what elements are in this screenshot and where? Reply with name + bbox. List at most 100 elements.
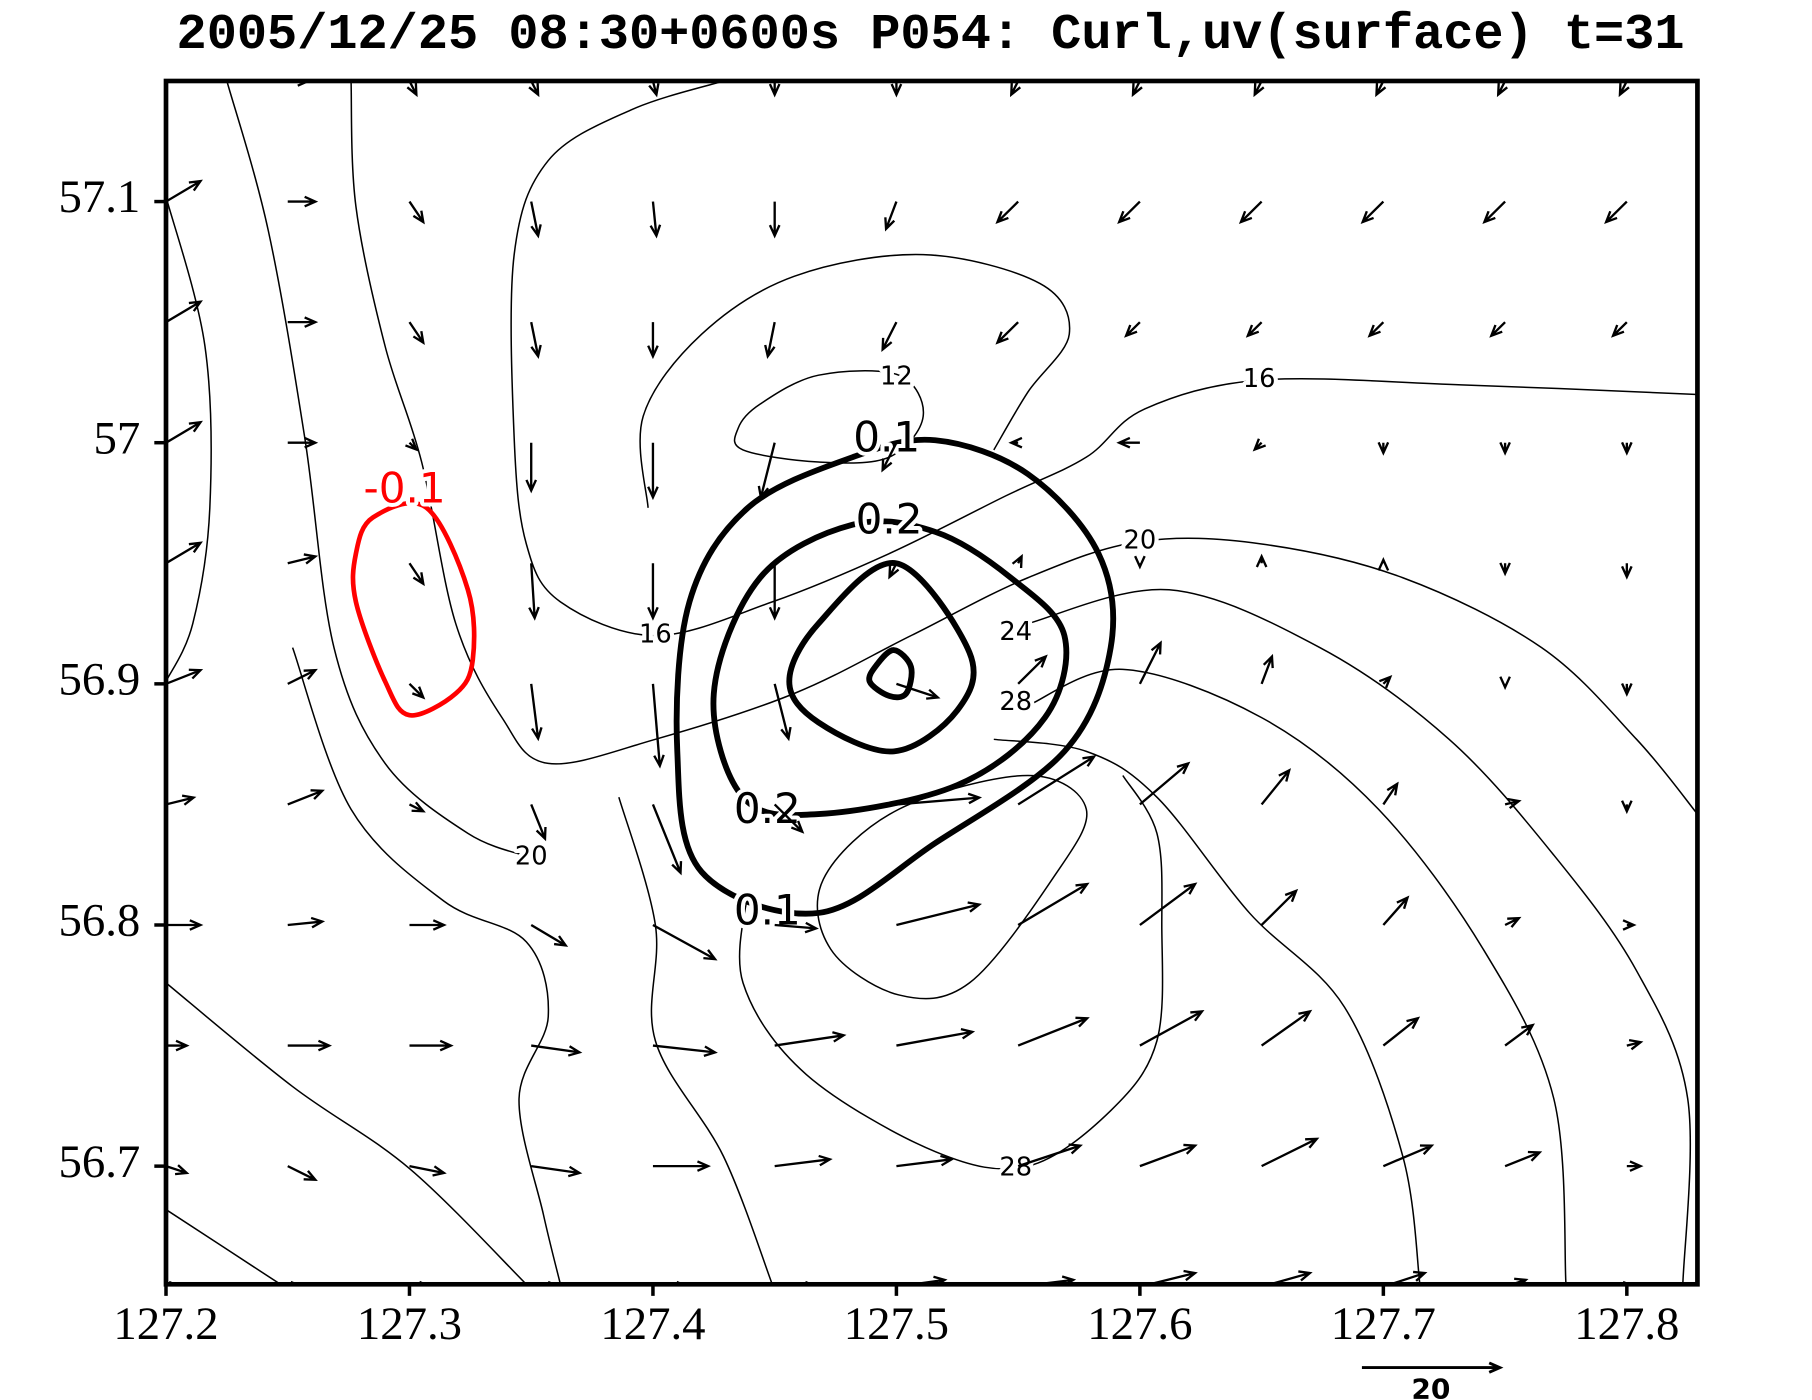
wind-vector xyxy=(1504,1150,1543,1168)
wind-vector xyxy=(1620,683,1633,697)
wind-vector xyxy=(1138,640,1162,685)
wind-vector xyxy=(287,789,325,806)
wind-vector xyxy=(1489,321,1506,338)
wind-vector xyxy=(166,420,203,444)
wind-vector xyxy=(1367,321,1385,338)
wind-vector xyxy=(287,80,312,87)
wind-vector xyxy=(773,683,792,742)
curl-contour-label: 0.1 xyxy=(853,413,920,462)
wind-vector xyxy=(647,322,659,360)
wind-vector xyxy=(896,1154,955,1168)
plot-frame xyxy=(163,78,1700,1287)
wind-vector xyxy=(1626,1160,1644,1172)
wind-vector xyxy=(995,200,1019,225)
wind-vector xyxy=(1504,916,1522,928)
wind-vector xyxy=(1134,555,1146,570)
wind-vector xyxy=(1620,563,1633,580)
wind-vector xyxy=(1252,438,1267,452)
y-tick-label: 57 xyxy=(94,414,141,465)
wind-vector xyxy=(881,442,898,473)
wind-vector xyxy=(995,321,1019,345)
speed-contour-label: 12 xyxy=(880,362,913,392)
speed-contour xyxy=(1027,668,1567,1285)
wind-vector xyxy=(408,801,426,813)
wind-vector xyxy=(405,438,419,452)
speed-contour xyxy=(618,796,773,1285)
wind-vector xyxy=(1144,1269,1198,1285)
wind-vector xyxy=(408,200,425,225)
wind-vector xyxy=(888,562,900,580)
wind-vector xyxy=(774,1031,847,1047)
speed-contour-label: 16 xyxy=(639,620,672,650)
wind-vector xyxy=(1139,1010,1205,1047)
wind-vector xyxy=(1017,882,1090,926)
wind-vector xyxy=(647,442,659,501)
wind-vector xyxy=(1017,654,1048,685)
wind-vector xyxy=(1611,321,1628,338)
wind-vector xyxy=(409,1165,447,1177)
wind-vector xyxy=(1482,200,1506,225)
wind-vector xyxy=(408,562,425,587)
wind-vector xyxy=(1622,919,1637,931)
negative-curl-contour xyxy=(350,500,477,718)
speed-contour xyxy=(226,80,532,859)
wind-vector xyxy=(1620,800,1633,815)
wind-vector xyxy=(530,683,543,742)
wind-vector xyxy=(166,1039,190,1052)
wind-vector xyxy=(896,901,982,927)
x-tick-label: 127.2 xyxy=(113,1299,218,1350)
speed-contour-label: 24 xyxy=(999,617,1032,647)
wind-vector xyxy=(896,1028,976,1047)
curl-contour xyxy=(673,436,1117,917)
curl-contour-label: 0.2 xyxy=(856,495,923,544)
speed-contour xyxy=(166,982,527,1285)
wind-vector xyxy=(773,803,805,834)
chart-title: 2005/12/25 08:30+0600s P054: Curl,uv(sur… xyxy=(177,7,1685,64)
wind-vector xyxy=(1504,797,1522,810)
wind-vector xyxy=(884,201,898,232)
wind-vector xyxy=(1378,675,1393,689)
x-tick-label: 127.3 xyxy=(357,1299,462,1350)
speed-contour-label: 20 xyxy=(515,842,548,872)
plot-area: 12 16 16 20 20 24 28 28 0.1 0.2 0.2 0.1 -0.1 xyxy=(166,80,1698,1285)
wind-vector xyxy=(408,683,426,700)
wind-vector xyxy=(287,1165,318,1182)
wind-vector xyxy=(1139,882,1198,926)
wind-vector xyxy=(166,541,203,565)
wind-vector xyxy=(1261,1137,1320,1168)
wind-vector xyxy=(287,553,319,565)
wind-vector xyxy=(1499,676,1511,691)
wind-vector xyxy=(166,1164,190,1176)
wind-vector xyxy=(1620,441,1633,456)
wind-vector xyxy=(531,1044,583,1057)
wind-vector xyxy=(1238,200,1263,225)
speed-contour xyxy=(816,774,1088,1000)
curl-contour xyxy=(710,518,1070,818)
wind-vector xyxy=(1626,1038,1644,1051)
y-tick-label: 56.9 xyxy=(58,655,140,706)
speed-contour xyxy=(1027,588,1692,1285)
wind-vector xyxy=(757,442,776,501)
wind-vector xyxy=(1265,1270,1313,1285)
wind-vector xyxy=(652,1044,718,1058)
wind-vector xyxy=(1260,768,1291,806)
y-tick-label: 56.7 xyxy=(58,1137,140,1188)
y-tick-label: 57.1 xyxy=(58,172,140,223)
wind-vector xyxy=(287,1039,332,1052)
wind-vector xyxy=(1382,1016,1421,1047)
wind-vector xyxy=(1124,321,1141,338)
wind-vector xyxy=(1499,562,1511,577)
wind-vector xyxy=(530,803,547,842)
wind-vector xyxy=(530,321,542,360)
wind-vector xyxy=(1499,441,1511,456)
speed-contour xyxy=(639,253,1071,508)
curl-contour-label: 0.2 xyxy=(734,784,801,833)
wind-vector xyxy=(287,916,326,929)
wind-vector xyxy=(1139,761,1191,806)
wind-vector xyxy=(166,919,204,931)
wind-vector xyxy=(525,442,538,494)
x-tick-label: 127.8 xyxy=(1574,1299,1679,1350)
wind-vector xyxy=(1011,553,1023,569)
